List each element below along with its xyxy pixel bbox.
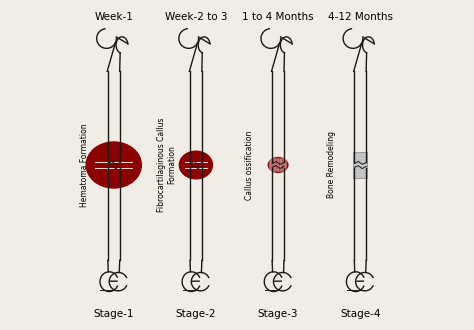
Text: Week-2 to 3: Week-2 to 3 <box>164 12 227 22</box>
Text: Stage-1: Stage-1 <box>93 309 134 319</box>
FancyBboxPatch shape <box>353 152 367 178</box>
Text: Stage-3: Stage-3 <box>258 309 298 319</box>
Ellipse shape <box>179 151 212 179</box>
Text: Fibrocartilaginous Callus
Formation: Fibrocartilaginous Callus Formation <box>157 118 177 212</box>
Text: Hematoma Formation: Hematoma Formation <box>81 123 90 207</box>
Text: 4-12 Months: 4-12 Months <box>328 12 393 22</box>
Text: Stage-4: Stage-4 <box>340 309 381 319</box>
Text: Callus ossification: Callus ossification <box>245 130 254 200</box>
Text: 1 to 4 Months: 1 to 4 Months <box>242 12 314 22</box>
Ellipse shape <box>86 142 141 188</box>
Text: Bone Remodeling: Bone Remodeling <box>327 131 336 199</box>
Text: Stage-2: Stage-2 <box>176 309 216 319</box>
Text: Week-1: Week-1 <box>94 12 133 22</box>
Ellipse shape <box>268 157 288 173</box>
